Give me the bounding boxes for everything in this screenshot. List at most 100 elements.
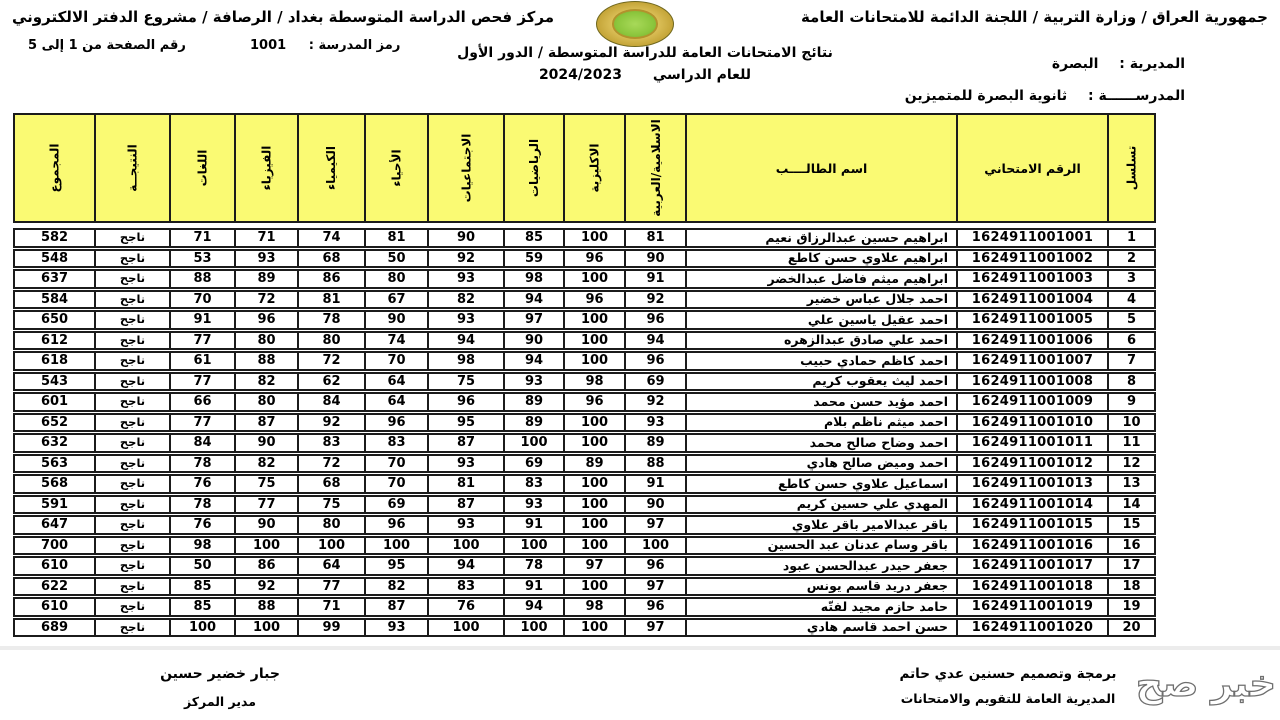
cell-student-name: احمد وميض صالح هادي xyxy=(685,453,958,473)
cell-biology: 81 xyxy=(364,228,429,248)
cell-math: 69 xyxy=(503,453,565,473)
cell-result: ناجح xyxy=(94,597,171,617)
cell-biology: 96 xyxy=(364,515,429,535)
cell-total: 610 xyxy=(13,556,96,576)
cell-chemistry: 72 xyxy=(297,453,366,473)
cell-chemistry: 71 xyxy=(297,597,366,617)
cell-math: 90 xyxy=(503,330,565,350)
cell-physics: 96 xyxy=(234,310,299,330)
cell-english: 98 xyxy=(563,371,626,391)
cell-biology: 82 xyxy=(364,576,429,596)
cell-serial: 3 xyxy=(1107,269,1156,289)
cell-student-name: احمد ليث يعقوب كريم xyxy=(685,371,958,391)
cell-serial: 17 xyxy=(1107,556,1156,576)
footer-director-signature: جبار خضير حسين مدير المركز xyxy=(105,666,335,709)
cell-islamic-arabic: 81 xyxy=(624,228,687,248)
cell-biology: 96 xyxy=(364,412,429,432)
cell-total: 612 xyxy=(13,330,96,350)
cell-social-studies: 95 xyxy=(427,412,505,432)
cell-result: ناجح xyxy=(94,392,171,412)
cell-math: 59 xyxy=(503,248,565,268)
cell-english: 100 xyxy=(563,269,626,289)
cell-languages: 77 xyxy=(169,412,236,432)
cell-serial: 7 xyxy=(1107,351,1156,371)
cell-languages: 84 xyxy=(169,433,236,453)
cell-total: 647 xyxy=(13,515,96,535)
cell-exam-number: 1624911001009 xyxy=(956,392,1109,412)
cell-physics: 80 xyxy=(234,392,299,412)
cell-languages: 76 xyxy=(169,474,236,494)
cell-chemistry: 64 xyxy=(297,556,366,576)
emblem-green-center xyxy=(611,9,659,39)
cell-biology: 70 xyxy=(364,351,429,371)
cell-serial: 11 xyxy=(1107,433,1156,453)
emblem-gold-ring xyxy=(596,1,674,47)
cell-chemistry: 75 xyxy=(297,494,366,514)
cell-chemistry: 74 xyxy=(297,228,366,248)
cell-physics: 93 xyxy=(234,248,299,268)
cell-student-name: احمد علي صادق عبدالزهره xyxy=(685,330,958,350)
cell-biology: 95 xyxy=(364,556,429,576)
cell-chemistry: 81 xyxy=(297,289,366,309)
credits-programming: برمجة وتصميم حسنين عدي حاتم xyxy=(899,666,1117,682)
school-label: المدرســــــة : xyxy=(1087,88,1185,104)
director-name: جبار خضير حسين xyxy=(160,666,280,682)
col-header-physics-label: الفيزياء xyxy=(259,145,274,191)
cell-total: 548 xyxy=(13,248,96,268)
cell-english: 100 xyxy=(563,535,626,555)
cell-serial: 16 xyxy=(1107,535,1156,555)
cell-result: ناجح xyxy=(94,617,171,637)
cell-exam-number: 1624911001020 xyxy=(956,617,1109,637)
cell-islamic-arabic: 96 xyxy=(624,310,687,330)
footer-credits: برمجة وتصميم حسنين عدي حاتم المديرية الع… xyxy=(858,666,1158,706)
cell-islamic-arabic: 100 xyxy=(624,535,687,555)
cell-chemistry: 86 xyxy=(297,269,366,289)
cell-exam-number: 1624911001016 xyxy=(956,535,1109,555)
cell-languages: 70 xyxy=(169,289,236,309)
cell-result: ناجح xyxy=(94,453,171,473)
cell-result: ناجح xyxy=(94,556,171,576)
header-exam-center-title: مركز فحص الدراسة المتوسطة بغداد / الرصاف… xyxy=(12,8,554,26)
table-row: 5 1624911001005 احمد عقيل ياسين علي 96 1… xyxy=(13,310,1156,330)
cell-biology: 64 xyxy=(364,392,429,412)
cell-biology: 100 xyxy=(364,535,429,555)
cell-english: 100 xyxy=(563,515,626,535)
table-row: 16 1624911001016 باقر وسام عدنان عبد الح… xyxy=(13,535,1156,555)
school-code-value: 1001 xyxy=(250,38,287,53)
cell-islamic-arabic: 96 xyxy=(624,556,687,576)
cell-english: 96 xyxy=(563,248,626,268)
cell-result: ناجح xyxy=(94,269,171,289)
cell-student-name: ابراهيم حسين عبدالرزاق نعيم xyxy=(685,228,958,248)
cell-result: ناجح xyxy=(94,351,171,371)
table-row: 19 1624911001019 حامد حازم مجيد لفتّه 96… xyxy=(13,597,1156,617)
table-row: 8 1624911001008 احمد ليث يعقوب كريم 69 9… xyxy=(13,371,1156,391)
cell-biology: 90 xyxy=(364,310,429,330)
cell-student-name: حامد حازم مجيد لفتّه xyxy=(685,597,958,617)
col-header-math: الرياضيات xyxy=(503,113,565,223)
cell-physics: 90 xyxy=(234,433,299,453)
credits-directorate: المديرية العامة للتقويم والامتحانات xyxy=(900,691,1116,706)
table-row: 7 1624911001007 احمد كاظم حمادي حبيب 96 … xyxy=(13,351,1156,371)
cell-english: 100 xyxy=(563,433,626,453)
cell-total: 543 xyxy=(13,371,96,391)
cell-serial: 10 xyxy=(1107,412,1156,432)
col-header-languages: اللغات xyxy=(169,113,236,223)
cell-english: 100 xyxy=(563,412,626,432)
ministry-emblem-logo xyxy=(596,1,674,47)
cell-math: 100 xyxy=(503,535,565,555)
cell-math: 93 xyxy=(503,371,565,391)
cell-exam-number: 1624911001002 xyxy=(956,248,1109,268)
col-header-physics: الفيزياء xyxy=(234,113,299,223)
cell-languages: 100 xyxy=(169,617,236,637)
cell-physics: 100 xyxy=(234,617,299,637)
cell-social-studies: 82 xyxy=(427,289,505,309)
cell-exam-number: 1624911001018 xyxy=(956,576,1109,596)
cell-exam-number: 1624911001007 xyxy=(956,351,1109,371)
cell-biology: 50 xyxy=(364,248,429,268)
cell-chemistry: 62 xyxy=(297,371,366,391)
cell-student-name: باقر وسام عدنان عبد الحسين xyxy=(685,535,958,555)
cell-exam-number: 1624911001001 xyxy=(956,228,1109,248)
academic-year-label: للعام الدراسي xyxy=(652,67,752,83)
cell-languages: 88 xyxy=(169,269,236,289)
table-body: 1 1624911001001 ابراهيم حسين عبدالرزاق ن… xyxy=(13,228,1156,637)
